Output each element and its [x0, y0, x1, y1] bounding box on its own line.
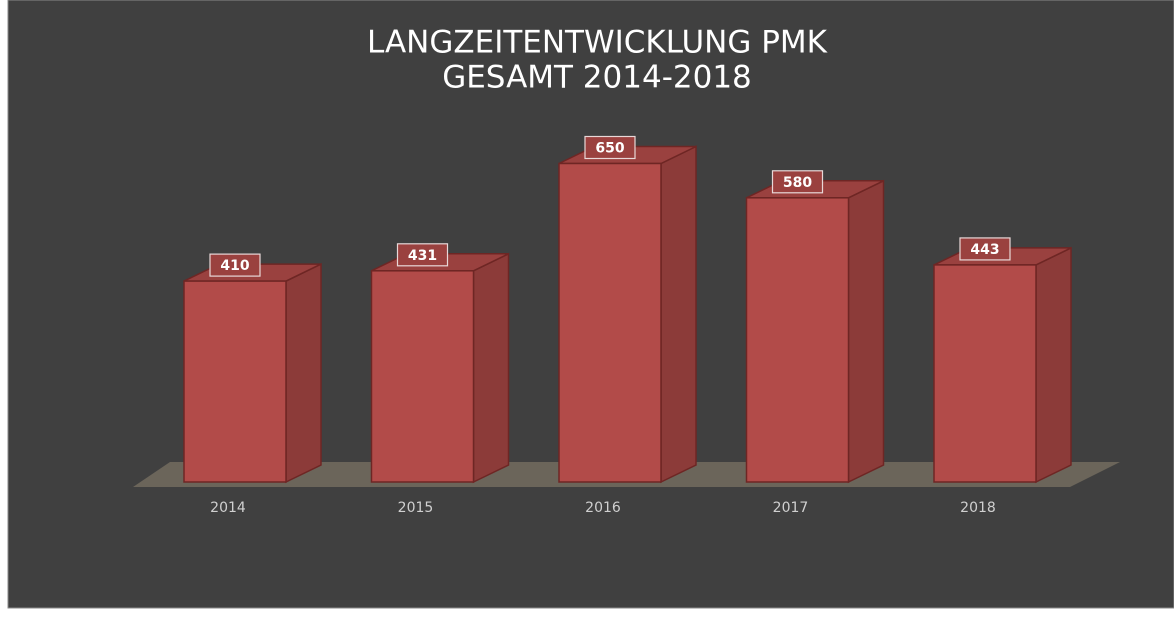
data-label-box: [959, 237, 1011, 261]
chart-title: GESAMT 2014-2018: [442, 60, 752, 96]
data-label-box: [771, 170, 824, 194]
bar-face: [285, 262, 322, 484]
bar-face: [745, 197, 850, 483]
bar: [558, 145, 697, 484]
data-label: 580: [783, 175, 812, 191]
x-tick-label: 2017: [773, 500, 809, 516]
x-tick-label: 2015: [398, 500, 434, 516]
data-label: 650: [595, 141, 624, 157]
x-tick-label: 2016: [585, 500, 621, 516]
data-label: 410: [220, 258, 249, 274]
x-tick-label: 2018: [960, 500, 996, 516]
bar-face: [847, 179, 885, 484]
bar-face: [472, 252, 510, 484]
chart-title: LANGZEITENTWICKLUNG PMK: [367, 25, 828, 61]
bar-face: [1035, 246, 1072, 484]
bar-face: [370, 270, 475, 483]
bar: [183, 262, 322, 484]
bar-face: [660, 145, 697, 484]
data-label: 443: [970, 242, 999, 258]
bar: [745, 179, 885, 484]
bar-face: [558, 162, 662, 483]
bar: [933, 246, 1072, 484]
data-label-box: [584, 135, 636, 160]
bar: [370, 252, 510, 484]
bar-face: [183, 280, 287, 483]
x-tick-label: 2014: [210, 500, 246, 516]
data-label: 431: [408, 248, 437, 264]
data-label-box: [396, 243, 449, 267]
bar-face: [933, 264, 1037, 483]
data-label-box: [209, 253, 261, 277]
